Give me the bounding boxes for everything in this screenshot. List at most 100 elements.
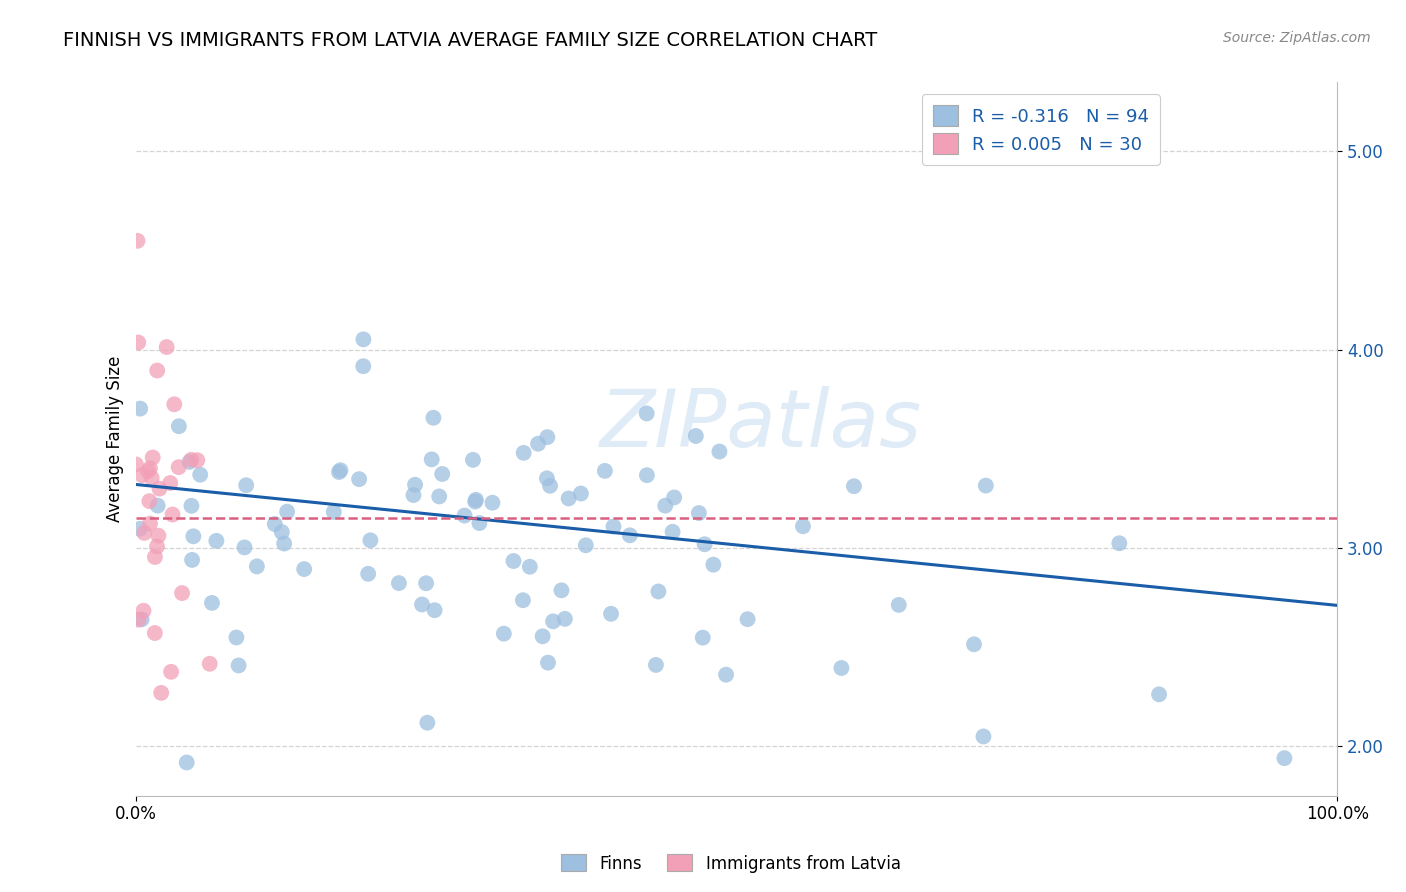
Point bbox=[131, 468, 153, 483]
Point bbox=[842, 479, 865, 493]
Point bbox=[328, 465, 350, 479]
Point bbox=[322, 505, 344, 519]
Point bbox=[329, 463, 352, 477]
Point bbox=[163, 397, 186, 411]
Point bbox=[537, 656, 560, 670]
Point bbox=[146, 540, 169, 554]
Point bbox=[422, 410, 444, 425]
Point bbox=[492, 626, 515, 640]
Point bbox=[468, 516, 491, 530]
Point bbox=[273, 536, 295, 550]
Point bbox=[146, 363, 169, 377]
Point bbox=[359, 533, 381, 548]
Point bbox=[963, 637, 986, 651]
Point bbox=[181, 553, 204, 567]
Point bbox=[235, 478, 257, 492]
Point bbox=[1108, 536, 1130, 550]
Point bbox=[139, 516, 162, 531]
Point bbox=[554, 612, 576, 626]
Point bbox=[461, 453, 484, 467]
Point bbox=[180, 452, 202, 467]
Point bbox=[352, 332, 374, 346]
Point bbox=[636, 406, 658, 420]
Point bbox=[519, 559, 541, 574]
Point bbox=[432, 467, 454, 481]
Point bbox=[142, 450, 165, 465]
Point bbox=[201, 596, 224, 610]
Point bbox=[292, 562, 315, 576]
Point bbox=[661, 524, 683, 539]
Point bbox=[536, 471, 558, 485]
Point bbox=[276, 505, 298, 519]
Point bbox=[136, 464, 159, 478]
Legend: R = -0.316   N = 94, R = 0.005   N = 30: R = -0.316 N = 94, R = 0.005 N = 30 bbox=[922, 95, 1160, 165]
Point bbox=[146, 499, 169, 513]
Point bbox=[600, 607, 623, 621]
Point bbox=[125, 458, 148, 472]
Point bbox=[148, 482, 170, 496]
Point bbox=[645, 657, 668, 672]
Point bbox=[233, 541, 256, 555]
Point bbox=[536, 430, 558, 444]
Point bbox=[263, 516, 285, 531]
Point bbox=[352, 359, 374, 374]
Point bbox=[538, 479, 561, 493]
Point bbox=[1147, 687, 1170, 701]
Point bbox=[388, 576, 411, 591]
Text: Source: ZipAtlas.com: Source: ZipAtlas.com bbox=[1223, 31, 1371, 45]
Point bbox=[347, 472, 370, 486]
Point bbox=[420, 452, 443, 467]
Point bbox=[162, 508, 184, 522]
Point bbox=[131, 612, 153, 626]
Point bbox=[127, 234, 149, 248]
Point bbox=[792, 519, 814, 533]
Point bbox=[527, 436, 550, 450]
Point bbox=[198, 657, 221, 671]
Text: ZIPatlas: ZIPatlas bbox=[599, 385, 921, 464]
Point bbox=[972, 730, 994, 744]
Point bbox=[593, 464, 616, 478]
Point bbox=[427, 490, 450, 504]
Point bbox=[402, 488, 425, 502]
Point bbox=[167, 419, 190, 434]
Point bbox=[464, 494, 486, 508]
Point bbox=[167, 460, 190, 475]
Point bbox=[702, 558, 724, 572]
Point bbox=[138, 494, 160, 508]
Point bbox=[737, 612, 759, 626]
Point bbox=[179, 455, 201, 469]
Point bbox=[575, 538, 598, 552]
Point bbox=[134, 525, 156, 540]
Point bbox=[143, 626, 166, 640]
Point bbox=[129, 401, 152, 416]
Point bbox=[541, 615, 564, 629]
Point bbox=[423, 603, 446, 617]
Point bbox=[357, 566, 380, 581]
Point bbox=[481, 496, 503, 510]
Point bbox=[453, 508, 475, 523]
Point bbox=[228, 658, 250, 673]
Point bbox=[662, 491, 685, 505]
Point bbox=[512, 593, 534, 607]
Point bbox=[160, 665, 183, 679]
Point bbox=[415, 576, 437, 591]
Point bbox=[1274, 751, 1296, 765]
Text: FINNISH VS IMMIGRANTS FROM LATVIA AVERAGE FAMILY SIZE CORRELATION CHART: FINNISH VS IMMIGRANTS FROM LATVIA AVERAG… bbox=[63, 31, 877, 50]
Y-axis label: Average Family Size: Average Family Size bbox=[107, 356, 124, 522]
Point bbox=[685, 429, 707, 443]
Point bbox=[225, 631, 247, 645]
Point bbox=[512, 446, 534, 460]
Point bbox=[416, 715, 439, 730]
Point bbox=[692, 631, 714, 645]
Point bbox=[693, 537, 716, 551]
Point bbox=[557, 491, 579, 506]
Point bbox=[180, 499, 202, 513]
Point bbox=[246, 559, 269, 574]
Point bbox=[141, 471, 163, 485]
Point bbox=[654, 499, 676, 513]
Point bbox=[974, 478, 997, 492]
Point bbox=[132, 604, 155, 618]
Point bbox=[636, 468, 658, 483]
Point bbox=[550, 583, 572, 598]
Point bbox=[183, 529, 205, 543]
